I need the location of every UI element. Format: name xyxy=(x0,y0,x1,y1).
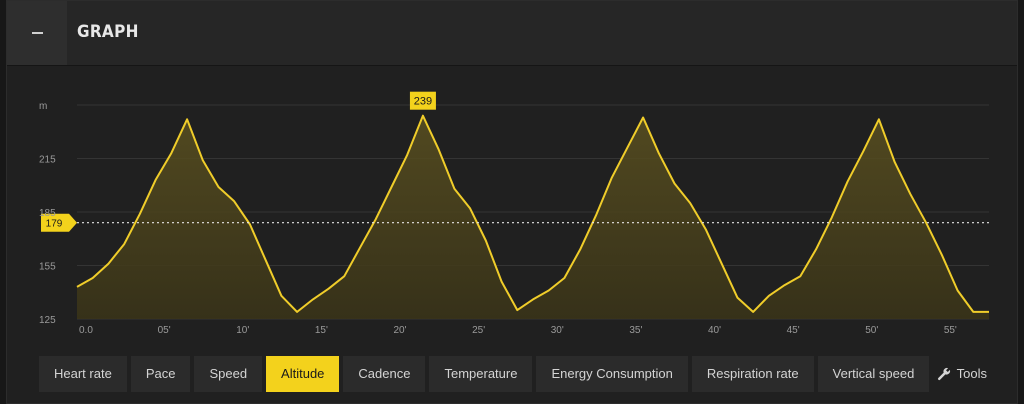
tab-respiration-rate[interactable]: Respiration rate xyxy=(691,356,814,392)
tab-vertical-speed[interactable]: Vertical speed xyxy=(817,356,930,392)
wrench-icon xyxy=(937,367,950,380)
metric-tabs: Heart rate Pace Speed Altitude Cadence Temper… xyxy=(39,356,930,392)
chart-svg: 179 m 125 155 185 215 0.0 05' 10' 15' 20' 25' 30' 35… xyxy=(39,91,989,336)
tab-pace[interactable]: Pace xyxy=(130,356,191,392)
y-tick-label: 155 xyxy=(39,262,56,273)
panel-header: GRAPH xyxy=(7,1,1017,66)
x-tick-label: 15' xyxy=(315,325,328,336)
x-tick-label: 10' xyxy=(236,325,249,336)
x-tick-label: 05' xyxy=(158,325,171,336)
y-tick-label: 125 xyxy=(39,315,56,326)
reference-value-label: 179 xyxy=(46,219,63,230)
max-value-marker[interactable] xyxy=(409,91,436,110)
x-tick-label: 0.0 xyxy=(79,325,93,336)
collapse-button[interactable] xyxy=(7,1,67,65)
tools-label: Tools xyxy=(956,366,987,381)
altitude-line xyxy=(76,114,989,313)
y-tick-label: 185 xyxy=(39,208,56,219)
x-tick-label: 50' xyxy=(865,325,878,336)
tools-button[interactable]: Tools xyxy=(937,366,987,381)
x-tick-label: 40' xyxy=(708,325,721,336)
tab-speed[interactable]: Speed xyxy=(194,356,263,392)
graph-panel: GRAPH 179 m 125 155 185 215 0.0 05' 10' 15' 20' 25… xyxy=(6,0,1018,404)
altitude-chart[interactable]: 179 m 125 155 185 215 0.0 05' 10' 15' 20' 25' 30' 35… xyxy=(7,65,1017,345)
x-tick-label: 20' xyxy=(393,325,406,336)
minus-icon xyxy=(31,32,43,34)
tab-energy-consumption[interactable]: Energy Consumption xyxy=(536,356,688,392)
max-value-label: 239 xyxy=(414,96,432,108)
y-axis-unit: m xyxy=(39,101,47,112)
reference-marker[interactable] xyxy=(41,213,77,232)
tab-cadence[interactable]: Cadence xyxy=(343,356,426,392)
panel-title: GRAPH xyxy=(77,22,139,42)
tab-altitude[interactable]: Altitude xyxy=(266,356,340,392)
tab-heart-rate[interactable]: Heart rate xyxy=(39,356,127,392)
tab-temperature[interactable]: Temperature xyxy=(429,356,533,392)
x-tick-label: 35' xyxy=(629,325,642,336)
y-tick-label: 215 xyxy=(39,155,56,166)
x-tick-label: 30' xyxy=(551,325,564,336)
x-tick-label: 55' xyxy=(944,325,957,336)
x-tick-label: 45' xyxy=(787,325,800,336)
x-tick-label: 25' xyxy=(472,325,485,336)
altitude-area xyxy=(77,115,989,319)
